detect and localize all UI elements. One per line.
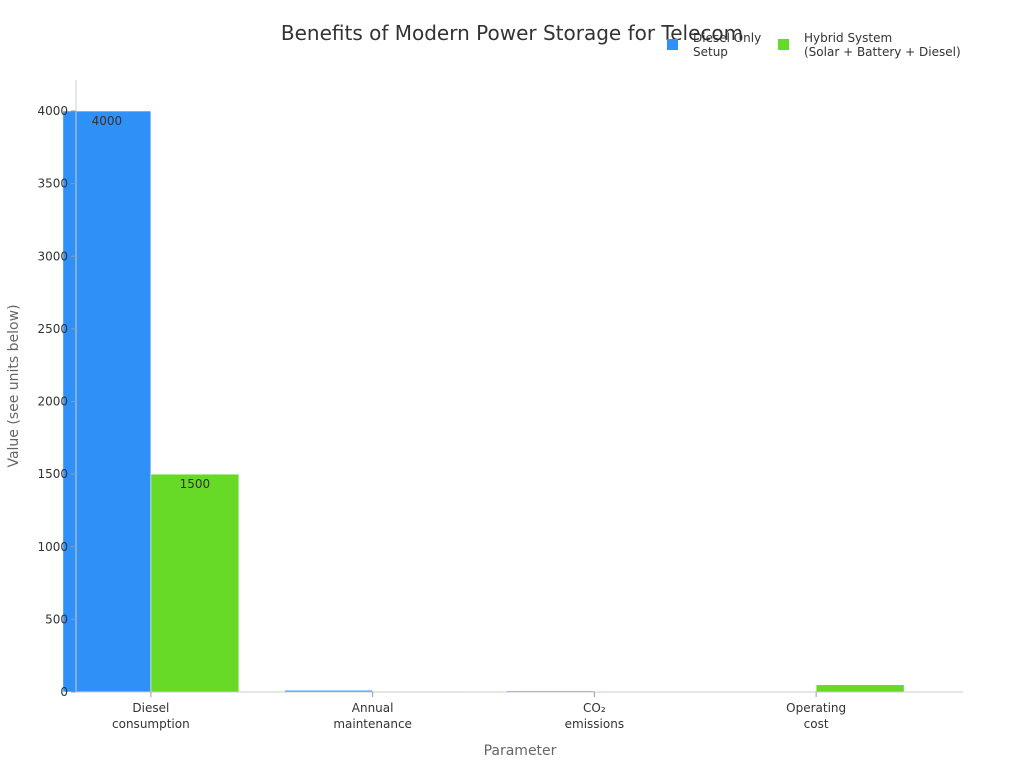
x-axis-label: Parameter bbox=[484, 743, 557, 759]
y-tick-label-7: 3500 bbox=[37, 177, 68, 191]
y-tick-label-3: 1500 bbox=[37, 467, 68, 481]
data-labels-layer: 4000 1500 bbox=[92, 114, 211, 491]
data-label-series-0-category-0: 4000 bbox=[92, 114, 123, 128]
y-tick-label-2: 1000 bbox=[37, 540, 68, 554]
legend-label-0-line-0: Diesel Only bbox=[693, 31, 761, 45]
y-axis-label: Value (see units below) bbox=[6, 304, 22, 467]
data-label-series-1-category-0: 1500 bbox=[180, 477, 211, 491]
x-tick-label-2-line-1: emissions bbox=[565, 717, 624, 731]
bar-series-0-category-0 bbox=[62, 110, 152, 693]
axes-layer bbox=[71, 80, 963, 697]
y-tick-label-4: 2000 bbox=[37, 395, 68, 409]
legend-label-1-line-0: Hybrid System bbox=[804, 31, 892, 45]
y-tick-label-1: 500 bbox=[45, 612, 68, 626]
x-tick-label-2-line-0: CO₂ bbox=[583, 701, 606, 715]
tick-labels-layer: 0 500 1000 1500 2000 2500 3000 3500 4000 Diesel co… bbox=[37, 104, 846, 731]
bar-series-1-category-0 bbox=[150, 473, 240, 693]
chart-title: Benefits of Modern Power Storage for Tel… bbox=[281, 21, 743, 45]
y-tick-label-5: 2500 bbox=[37, 322, 68, 336]
legend-label-0-line-1: Setup bbox=[693, 45, 728, 59]
bar-series-1-category-3 bbox=[815, 684, 905, 693]
x-tick-label-3-line-0: Operating bbox=[786, 701, 846, 715]
bars-layer bbox=[62, 110, 905, 693]
y-tick-label-8: 4000 bbox=[37, 104, 68, 118]
y-tick-label-0: 0 bbox=[60, 685, 68, 699]
legend-swatch-1 bbox=[778, 39, 789, 50]
legend-swatch-0 bbox=[667, 39, 678, 50]
x-tick-label-1-line-0: Annual bbox=[352, 701, 394, 715]
x-tick-label-1-line-1: maintenance bbox=[333, 717, 412, 731]
x-tick-label-0-line-1: consumption bbox=[112, 717, 190, 731]
x-tick-label-3-line-1: cost bbox=[804, 717, 829, 731]
legend-label-1-line-1: (Solar + Battery + Diesel) bbox=[804, 45, 961, 59]
y-tick-label-6: 3000 bbox=[37, 249, 68, 263]
x-tick-label-0-line-0: Diesel bbox=[132, 701, 169, 715]
